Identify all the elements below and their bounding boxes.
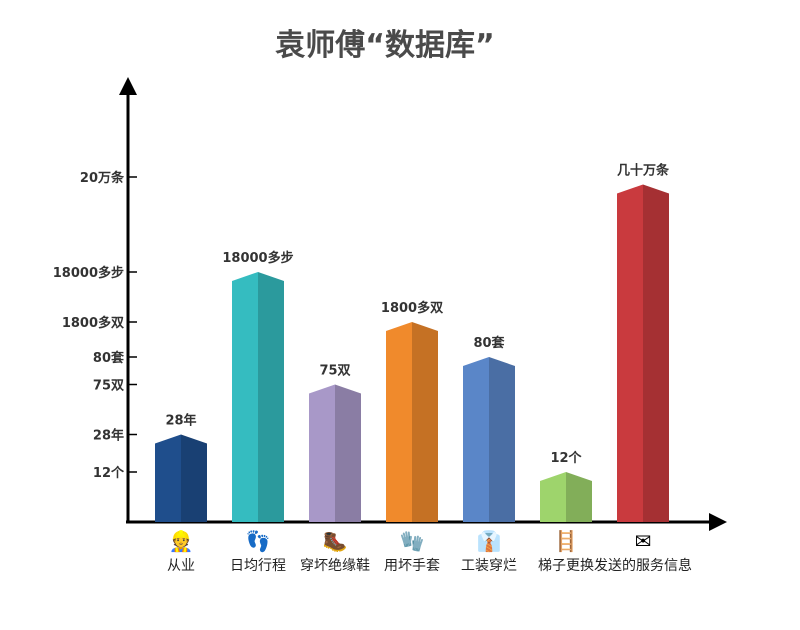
x-category-label: 工装穿烂	[461, 558, 517, 574]
worker-icon: 👷	[169, 529, 194, 553]
y-tick-label: 75双	[93, 379, 124, 394]
y-tick-label: 80套	[93, 350, 125, 366]
bar-right-face	[412, 322, 438, 522]
bar-value-label: 18000多步	[222, 250, 293, 266]
bar-3: 75双	[309, 364, 361, 522]
x-category-label: 发送的服务信息	[594, 557, 692, 574]
bar-right-face	[566, 472, 592, 522]
x-categories: 👷 从业 👣 日均行程 🥾 穿坏绝缘鞋 🧤 用坏手套 👔 工装穿烂 🪜 梯子更换 ✉ 发送的服务信息	[167, 529, 692, 574]
bar-left-face	[463, 357, 489, 522]
bar-value-label: 28年	[165, 413, 196, 429]
bar-6: 12个	[540, 450, 592, 522]
bar-left-face	[309, 384, 335, 522]
y-tick-label: 12个	[93, 465, 125, 481]
glove-icon: 🧤	[400, 529, 425, 553]
y-tick-label: 1800多双	[62, 315, 124, 331]
y-tick-label: 20万条	[80, 170, 125, 186]
ladder-icon: 🪜	[554, 529, 579, 553]
bar-right-face	[335, 384, 361, 522]
bar-value-label: 几十万条	[617, 163, 670, 179]
bar-right-face	[258, 272, 284, 522]
bar-left-face	[155, 434, 181, 522]
bar-5: 80套	[463, 335, 515, 522]
bar-2: 18000多步	[222, 250, 294, 522]
message-icon: ✉	[635, 529, 652, 553]
bar-left-face	[617, 184, 643, 522]
bar-value-label: 1800多双	[381, 300, 443, 316]
x-category-label: 用坏手套	[384, 558, 440, 574]
x-category-label: 梯子更换	[538, 557, 594, 574]
x-category-label: 日均行程	[230, 558, 286, 574]
bars: 28年 18000多步 75双 1800多双 80套 12个 几十万条	[155, 163, 670, 522]
y-ticks: 12个 28年 75双 80套 1800多双 18000多步 20万条	[53, 170, 137, 481]
uniform-icon: 👔	[477, 529, 502, 553]
y-tick-label: 18000多步	[53, 265, 124, 281]
x-category-label: 穿坏绝缘鞋	[300, 558, 370, 574]
bar-left-face	[232, 272, 258, 522]
bar-value-label: 75双	[319, 364, 350, 379]
bar-left-face	[540, 472, 566, 522]
footprints-icon: 👣	[246, 529, 271, 553]
bar-right-face	[489, 357, 515, 522]
bar-left-face	[386, 322, 412, 522]
bar-value-label: 12个	[550, 450, 582, 466]
bar-1: 28年	[155, 413, 207, 522]
boot-icon: 🥾	[323, 529, 348, 553]
bar-right-face	[643, 184, 669, 522]
bar-7: 几十万条	[617, 163, 670, 522]
y-tick-label: 28年	[93, 428, 124, 444]
bar-value-label: 80套	[473, 335, 505, 351]
bar-4: 1800多双	[381, 300, 443, 522]
chart-title: 袁师傅“数据库”	[275, 28, 494, 63]
bar-right-face	[181, 434, 207, 522]
x-category-label: 从业	[167, 558, 195, 574]
